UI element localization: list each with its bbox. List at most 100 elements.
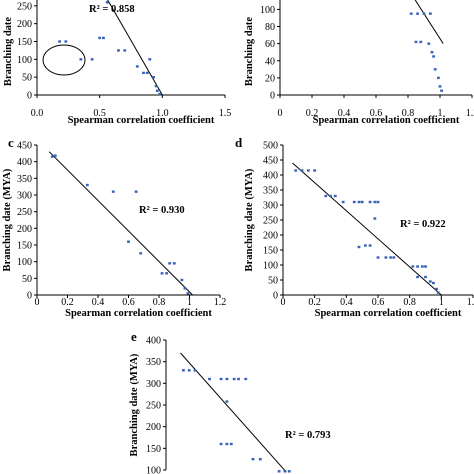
data-point [148, 58, 152, 61]
y-axis-label: Branching date (MYA) [129, 353, 140, 456]
y-tick-label: 20 [265, 73, 275, 84]
data-point [208, 377, 211, 381]
panel-letter: e [131, 329, 137, 344]
x-tick-label: 1.2 [466, 108, 474, 119]
y-tick-label: 200 [263, 231, 278, 242]
data-point [105, 1, 109, 4]
y-tick-label: 150 [17, 37, 32, 48]
data-point [102, 36, 105, 40]
x-tick-label: 0.4 [340, 297, 353, 308]
x-axis-label: Spearman correlation coefficient [68, 115, 215, 126]
data-point [165, 272, 169, 275]
data-point [409, 12, 413, 15]
data-point [428, 280, 432, 283]
trendline [414, 0, 444, 44]
x-tick-label: 0.2 [61, 297, 74, 308]
data-point [180, 278, 184, 282]
trendline [292, 162, 442, 296]
chart-panel-2: 0 20 40 60 80 100 0 0.2 0.4 0.6 0.8 1 1.2 Spearman co… [244, 0, 474, 126]
y-tick-label: 50 [22, 274, 32, 285]
data-point [111, 190, 115, 193]
data-point [376, 256, 380, 259]
data-point [368, 244, 372, 247]
y-tick-label: 50 [22, 73, 32, 84]
data-point [430, 51, 434, 54]
x-tick-label: 1.2 [467, 297, 474, 308]
data-point [237, 377, 240, 381]
data-point [414, 40, 418, 44]
data-point [193, 369, 197, 372]
x-tick-label: 0.6 [370, 108, 383, 119]
data-point [277, 470, 281, 473]
data-point [352, 200, 356, 204]
highlight-ellipse [42, 44, 86, 76]
x-tick-label: 0.5 [93, 108, 106, 119]
data-point [357, 200, 361, 204]
data-point [313, 169, 317, 172]
y-tick-label: 250 [17, 207, 32, 218]
data-point [422, 12, 426, 15]
data-point [64, 40, 68, 43]
x-tick-label: 1 [438, 108, 443, 119]
y-axis-label: Branching date [3, 17, 14, 86]
y-tick-label: 300 [146, 379, 161, 390]
data-point [357, 245, 361, 249]
data-point [300, 169, 304, 172]
data-point [123, 49, 127, 52]
data-point [287, 470, 291, 473]
data-point [251, 457, 255, 461]
x-tick-label: 0.2 [306, 108, 319, 119]
data-point [186, 292, 190, 295]
y-tick-label: 450 [263, 156, 278, 167]
data-point [168, 262, 172, 265]
panel-letter: c [8, 135, 14, 150]
data-point [232, 377, 236, 381]
data-point [244, 377, 248, 381]
data-point [416, 275, 419, 279]
x-tick-label: 0.8 [153, 297, 166, 308]
panel-letter: d [235, 135, 243, 150]
x-tick-label: 0 [278, 108, 283, 119]
data-point [85, 183, 89, 187]
data-point [225, 400, 229, 403]
data-point [134, 190, 138, 193]
data-point [50, 155, 54, 158]
data-point [389, 256, 393, 259]
y-tick-label: 200 [17, 19, 32, 30]
x-tick-label: 1.0 [156, 108, 169, 119]
y-tick-label: 100 [260, 5, 275, 16]
x-tick-label: 0.6 [122, 297, 135, 308]
y-tick-label: 150 [146, 444, 161, 455]
x-axis-label: Spearman correlation coefficient [65, 308, 212, 319]
data-point [283, 470, 287, 473]
data-point [152, 75, 155, 79]
data-point [160, 272, 164, 275]
data-point [373, 217, 377, 220]
x-tick-label: 0.8 [402, 108, 415, 119]
x-tick-label: 0 [281, 297, 286, 308]
data-point [154, 84, 158, 88]
r-squared-label: R² = 0.793 [285, 430, 331, 441]
data-point [142, 71, 145, 75]
data-point [117, 49, 120, 52]
data-point [373, 200, 377, 204]
y-tick-label: 0 [27, 291, 32, 302]
data-point [424, 275, 427, 279]
data-point [145, 71, 149, 75]
x-tick-label: 0 [35, 297, 40, 308]
y-tick-label: 100 [17, 257, 32, 268]
data-point [424, 265, 427, 268]
y-tick-label: 350 [263, 186, 278, 197]
data-point [306, 169, 310, 172]
trendline [180, 352, 287, 473]
data-point [427, 42, 431, 45]
data-point [127, 240, 130, 243]
y-tick-label: 0 [27, 91, 32, 102]
x-tick-label: 1.2 [214, 297, 227, 308]
y-tick-label: 60 [265, 39, 275, 50]
data-point [432, 55, 435, 58]
data-point [139, 252, 143, 255]
y-tick-label: 100 [146, 466, 161, 474]
data-point [58, 40, 61, 43]
